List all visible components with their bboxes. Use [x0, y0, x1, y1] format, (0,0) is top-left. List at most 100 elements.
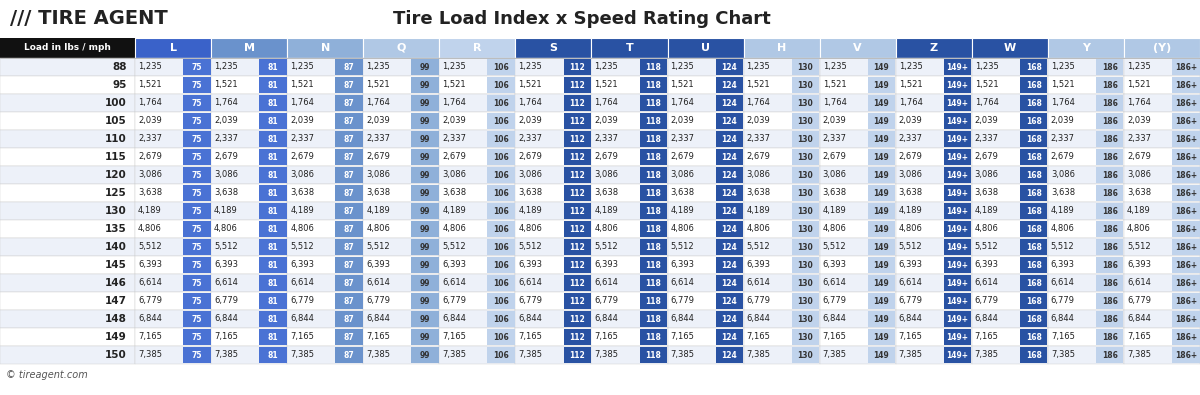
Text: 87: 87: [343, 297, 354, 305]
Bar: [259, 203, 287, 219]
Bar: [592, 346, 667, 364]
Bar: [1172, 95, 1200, 111]
Bar: [592, 256, 667, 274]
Text: Y: Y: [1082, 43, 1090, 53]
Text: 6,779: 6,779: [443, 297, 467, 305]
Bar: [364, 112, 439, 130]
Bar: [439, 328, 515, 346]
Bar: [184, 275, 210, 291]
Text: 3,086: 3,086: [290, 171, 314, 179]
Text: Q: Q: [396, 43, 406, 53]
Bar: [868, 185, 895, 201]
Text: 112: 112: [569, 333, 586, 342]
Bar: [259, 329, 287, 345]
Text: 2,679: 2,679: [746, 152, 770, 162]
Bar: [1048, 148, 1124, 166]
Text: 130: 130: [798, 350, 814, 359]
Bar: [667, 166, 744, 184]
Bar: [868, 77, 895, 93]
Text: 186+: 186+: [1175, 224, 1196, 233]
Text: 124: 124: [721, 62, 737, 71]
Bar: [944, 113, 971, 129]
Text: 99: 99: [420, 207, 431, 216]
Text: 4,189: 4,189: [138, 207, 162, 216]
Text: 124: 124: [721, 135, 737, 143]
Bar: [667, 256, 744, 274]
Bar: [184, 59, 210, 75]
Bar: [592, 58, 667, 76]
Bar: [1172, 77, 1200, 93]
Bar: [412, 329, 439, 345]
Bar: [972, 58, 1048, 76]
Text: 3,638: 3,638: [594, 188, 618, 198]
Text: 7,385: 7,385: [443, 350, 467, 359]
Text: 6,614: 6,614: [746, 278, 770, 288]
Bar: [335, 77, 362, 93]
Bar: [259, 257, 287, 273]
Bar: [1020, 293, 1048, 309]
Text: 3,086: 3,086: [974, 171, 998, 179]
Bar: [184, 131, 210, 147]
Text: 3,086: 3,086: [1051, 171, 1075, 179]
Text: 6,844: 6,844: [518, 314, 542, 324]
Bar: [364, 238, 439, 256]
Text: 2,039: 2,039: [290, 117, 314, 126]
Text: 2,039: 2,039: [594, 117, 618, 126]
Text: 3,086: 3,086: [443, 171, 467, 179]
Bar: [335, 113, 362, 129]
Bar: [287, 310, 364, 328]
Bar: [335, 131, 362, 147]
Bar: [412, 293, 439, 309]
Bar: [487, 221, 515, 237]
Bar: [184, 113, 210, 129]
Bar: [1172, 203, 1200, 219]
Text: 1,521: 1,521: [214, 81, 238, 90]
Bar: [792, 167, 820, 183]
Text: 124: 124: [721, 152, 737, 162]
Text: 130: 130: [798, 117, 814, 126]
Bar: [667, 202, 744, 220]
Bar: [259, 95, 287, 111]
Bar: [184, 329, 210, 345]
Bar: [792, 329, 820, 345]
Bar: [515, 238, 592, 256]
Bar: [1172, 329, 1200, 345]
Text: 1,235: 1,235: [518, 62, 542, 71]
Text: 4,189: 4,189: [443, 207, 466, 216]
Bar: [335, 239, 362, 255]
Text: 112: 112: [569, 135, 586, 143]
Bar: [487, 77, 515, 93]
Text: 6,844: 6,844: [823, 314, 846, 324]
Text: 3,638: 3,638: [974, 188, 998, 198]
Text: 149: 149: [874, 117, 889, 126]
Text: 2,337: 2,337: [899, 135, 923, 143]
Text: 106: 106: [493, 350, 509, 359]
Text: 186+: 186+: [1175, 62, 1196, 71]
Text: 118: 118: [646, 297, 661, 305]
Text: 168: 168: [1026, 171, 1042, 179]
Bar: [412, 239, 439, 255]
Bar: [1096, 149, 1123, 165]
Text: 5,512: 5,512: [671, 243, 694, 252]
Bar: [895, 94, 972, 112]
Bar: [412, 275, 439, 291]
Text: 5,512: 5,512: [974, 243, 998, 252]
Bar: [792, 131, 820, 147]
Bar: [820, 292, 895, 310]
Text: 186+: 186+: [1175, 171, 1196, 179]
Text: 2,337: 2,337: [594, 135, 618, 143]
Text: V: V: [853, 43, 862, 53]
Bar: [515, 112, 592, 130]
Bar: [287, 130, 364, 148]
Bar: [1048, 274, 1124, 292]
Text: 124: 124: [721, 314, 737, 324]
Bar: [640, 167, 667, 183]
Bar: [944, 167, 971, 183]
Text: 99: 99: [420, 62, 431, 71]
Bar: [211, 38, 287, 58]
Bar: [667, 346, 744, 364]
Text: 118: 118: [646, 224, 661, 233]
Bar: [1020, 257, 1048, 273]
Bar: [640, 239, 667, 255]
Text: 6,393: 6,393: [518, 260, 542, 269]
